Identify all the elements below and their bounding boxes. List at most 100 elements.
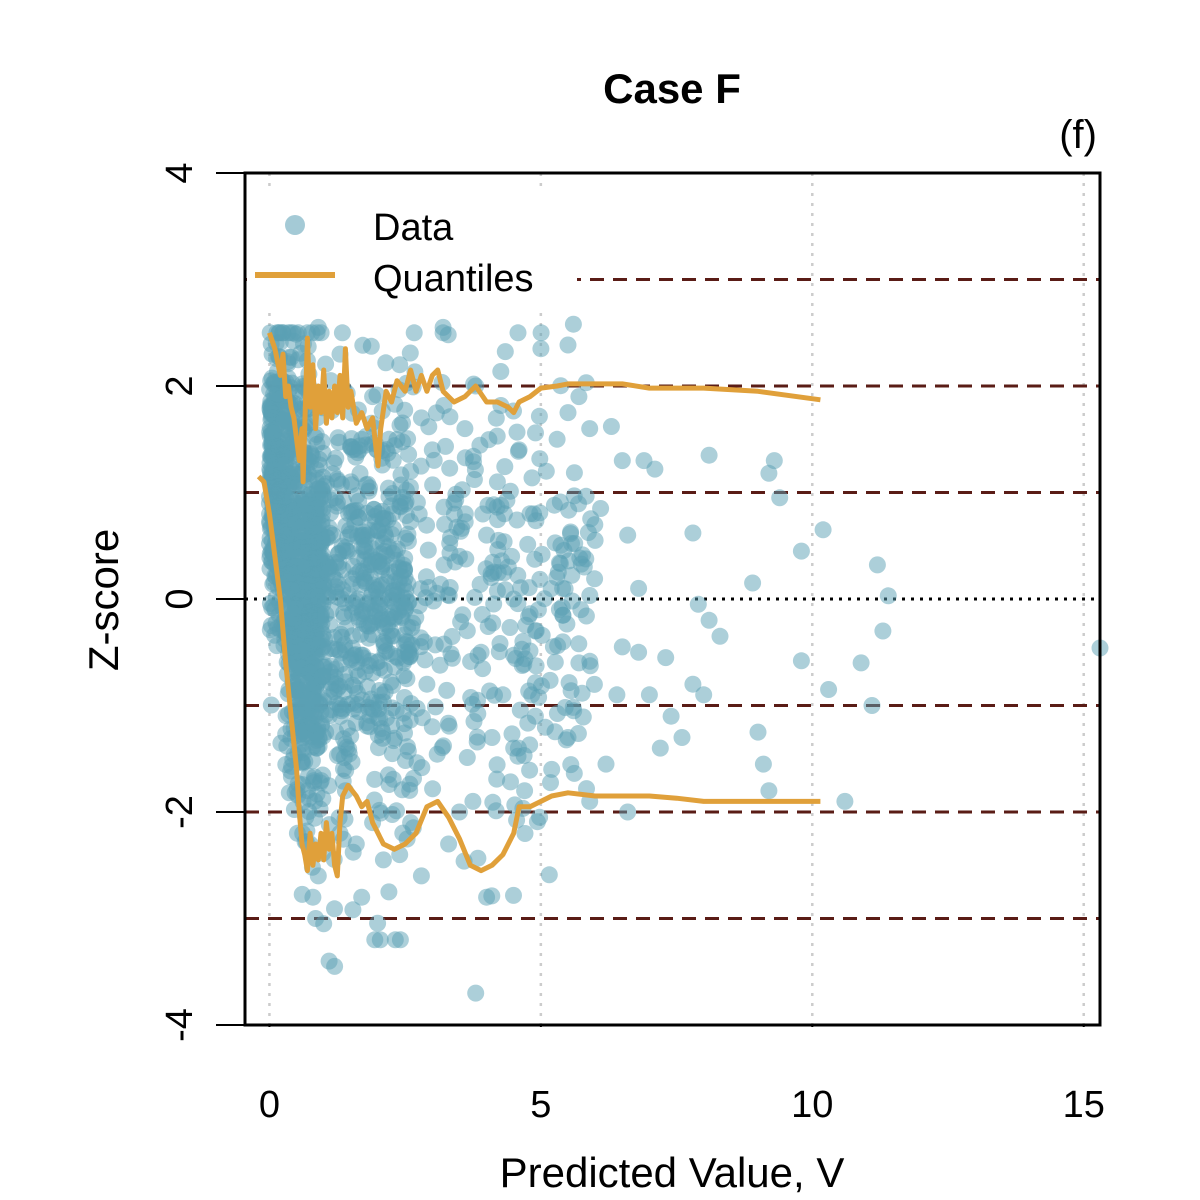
x-tick-label-3: 15: [1063, 1084, 1105, 1126]
data-point: [684, 524, 702, 542]
data-point: [311, 774, 329, 792]
data-point: [453, 519, 471, 537]
data-point: [531, 450, 549, 468]
data-point: [369, 596, 387, 614]
data-point: [489, 541, 507, 559]
data-point: [501, 619, 519, 636]
data-point: [487, 409, 505, 427]
data-point: [313, 433, 331, 451]
data-point: [521, 761, 539, 779]
data-point: [383, 592, 401, 610]
data-point: [396, 689, 413, 706]
data-point: [630, 579, 648, 597]
data-point: [439, 326, 457, 344]
data-point: [532, 324, 550, 342]
data-point: [473, 606, 491, 623]
data-point: [613, 638, 631, 656]
data-point: [552, 536, 570, 554]
y-tick-label-3: 2: [159, 375, 201, 396]
data-point: [332, 655, 350, 673]
data-point: [635, 452, 653, 470]
data-point: [619, 526, 637, 544]
data-point: [276, 488, 294, 506]
data-point: [267, 437, 285, 455]
data-point: [814, 521, 832, 539]
data-point: [373, 557, 391, 575]
data-point: [749, 723, 767, 741]
data-point: [519, 535, 537, 553]
data-point: [380, 883, 398, 901]
data-point: [509, 739, 527, 757]
data-point: [270, 324, 288, 342]
data-point: [464, 792, 482, 810]
data-point: [446, 553, 464, 571]
data-points: [260, 315, 1109, 1002]
data-point: [630, 643, 648, 661]
data-point: [465, 713, 483, 730]
data-point: [765, 452, 783, 470]
data-point: [284, 613, 301, 631]
data-point: [487, 802, 505, 820]
data-point: [301, 612, 319, 630]
data-point: [366, 770, 384, 788]
data-point: [511, 701, 529, 719]
data-point: [689, 595, 707, 613]
data-point: [263, 599, 281, 617]
data-point: [505, 646, 523, 664]
data-point: [527, 424, 544, 442]
data-point: [525, 505, 542, 523]
data-point: [360, 629, 378, 647]
data-point: [488, 756, 506, 774]
data-point: [564, 698, 582, 716]
data-point: [412, 457, 430, 475]
data-point: [369, 914, 387, 932]
data-point: [474, 660, 492, 678]
x-tick-label-1: 5: [530, 1084, 551, 1126]
data-point: [464, 447, 482, 465]
data-point: [431, 656, 449, 674]
data-point: [386, 542, 403, 560]
data-point: [405, 769, 422, 787]
data-point: [328, 470, 346, 488]
data-point: [572, 601, 590, 619]
data-point: [314, 625, 332, 643]
data-point: [335, 749, 353, 767]
data-point: [343, 604, 361, 622]
data-point: [546, 653, 564, 671]
quantile-lines: [256, 331, 821, 879]
x-axis: 0 5 10 15: [259, 1025, 1105, 1126]
data-point: [424, 476, 442, 494]
data-point: [315, 915, 333, 933]
data-point: [272, 734, 290, 752]
data-point: [362, 337, 380, 355]
data-point: [306, 809, 324, 827]
data-point: [286, 558, 304, 576]
data-point: [368, 386, 386, 404]
data-point: [354, 646, 372, 664]
data-point: [428, 584, 446, 602]
data-point: [543, 760, 561, 778]
data-point: [412, 580, 430, 598]
data-point: [597, 755, 615, 773]
data-point: [483, 729, 501, 746]
data-point: [398, 670, 416, 688]
y-axis: -4 -2 0 2 4: [159, 162, 246, 1042]
data-point: [684, 675, 702, 693]
data-point: [863, 697, 881, 714]
data-point: [447, 485, 465, 503]
data-point: [291, 581, 309, 599]
data-point: [516, 782, 534, 800]
data-point: [483, 887, 501, 905]
y-tick-label-0: -4: [159, 1008, 201, 1042]
data-point: [771, 489, 789, 507]
data-point: [280, 784, 298, 802]
data-point: [533, 545, 551, 563]
data-point: [396, 752, 414, 769]
data-point: [820, 681, 838, 698]
data-point: [491, 635, 509, 652]
data-point: [332, 625, 350, 643]
data-point: [418, 675, 436, 693]
data-point: [376, 634, 394, 652]
data-point: [400, 445, 418, 463]
